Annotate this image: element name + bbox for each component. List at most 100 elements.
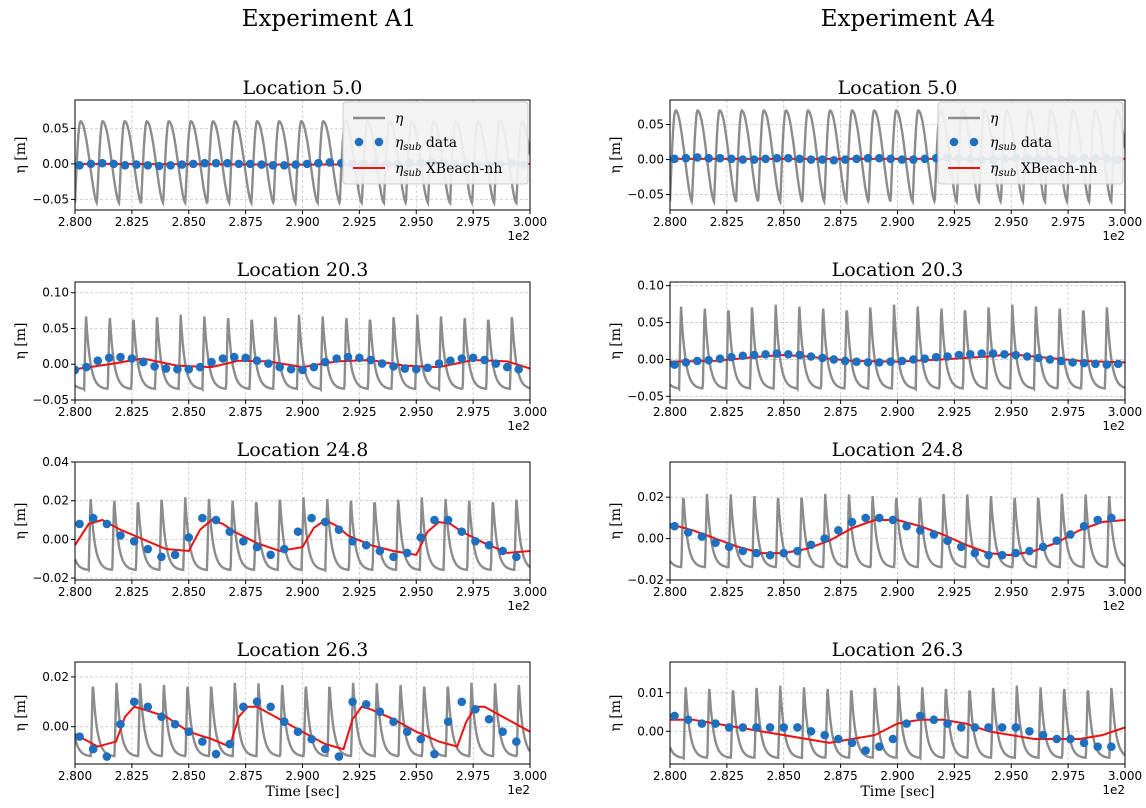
data-point — [970, 548, 980, 558]
data-point — [795, 154, 804, 164]
data-point — [498, 727, 508, 736]
data-point — [943, 352, 952, 361]
panel-title: Location 5.0 — [243, 77, 363, 99]
data-point — [143, 702, 153, 712]
data-point — [954, 350, 964, 360]
x-tick-label: 2.825 — [710, 405, 744, 419]
data-point — [138, 357, 148, 367]
panel-a4-4: Location 26.3 2.800 2.825 2.850 2.875 2.900 2.… — [608, 639, 1142, 800]
x-tick-label: 2.975 — [1051, 769, 1085, 783]
data-point — [909, 355, 918, 364]
data-point — [765, 723, 775, 732]
data-point — [377, 359, 387, 368]
data-point — [988, 349, 998, 358]
data-point — [127, 354, 137, 363]
data-point — [1000, 349, 1009, 359]
data-point — [434, 359, 444, 368]
x-tick-label: 2.975 — [456, 215, 490, 229]
data-point — [847, 517, 857, 527]
data-point — [320, 744, 330, 754]
data-point — [375, 546, 385, 556]
x-tick-label: 2.875 — [823, 585, 857, 599]
data-point — [915, 711, 925, 721]
data-point — [997, 723, 1007, 732]
data-point — [956, 723, 966, 732]
data-point — [173, 364, 182, 374]
x-tick-label: 3.000 — [513, 585, 547, 599]
data-point — [920, 154, 930, 164]
data-point — [75, 519, 84, 529]
data-point — [266, 702, 275, 712]
data-point — [457, 527, 467, 536]
data-point — [225, 527, 234, 536]
data-point — [875, 358, 884, 367]
series-model — [75, 705, 530, 751]
data-point — [446, 356, 455, 365]
data-point — [355, 353, 364, 363]
data-point — [970, 723, 980, 732]
y-tick-label: 0.00 — [42, 720, 69, 734]
y-tick-label: 0.02 — [42, 670, 69, 684]
data-point — [314, 158, 323, 168]
data-point — [724, 723, 734, 732]
data-point — [670, 711, 679, 721]
data-point — [252, 356, 262, 365]
plot-area — [75, 682, 530, 761]
data-point — [738, 723, 748, 732]
legend-data-dot — [354, 137, 364, 147]
data-point — [480, 355, 489, 365]
data-point — [443, 717, 453, 727]
data-point — [280, 717, 289, 727]
data-point — [423, 363, 432, 373]
data-point — [198, 737, 207, 746]
data-point — [302, 159, 312, 169]
x-tick-label: 2.925 — [342, 405, 376, 419]
data-point — [1079, 358, 1089, 368]
data-point — [104, 353, 114, 363]
data-point — [98, 158, 107, 168]
x-tick-label: 2.950 — [994, 215, 1028, 229]
y-tick-label: 0.02 — [637, 490, 664, 504]
data-point — [966, 349, 975, 359]
data-point — [320, 357, 330, 367]
data-point — [170, 719, 180, 729]
data-point — [309, 362, 319, 372]
x-tick-label: 2.825 — [115, 769, 149, 783]
data-point — [715, 153, 725, 163]
legend-data-label: ηsub data — [990, 135, 1052, 153]
data-point — [977, 349, 986, 358]
data-point — [102, 752, 112, 761]
data-point — [361, 540, 371, 550]
data-point — [929, 530, 939, 539]
x-multiplier: 1e2 — [1102, 229, 1125, 243]
data-point — [143, 544, 153, 554]
data-point — [806, 352, 816, 361]
data-point — [886, 357, 895, 366]
data-point — [1093, 515, 1102, 525]
data-point — [931, 352, 941, 362]
data-point — [681, 358, 691, 367]
x-tick-label: 2.875 — [823, 405, 857, 419]
data-point — [334, 752, 344, 761]
data-point — [724, 542, 734, 552]
plot-area — [670, 685, 1125, 761]
x-tick-label: 2.850 — [172, 405, 206, 419]
data-point — [245, 159, 255, 169]
data-point — [207, 357, 216, 367]
data-point — [984, 723, 993, 732]
y-tick-label: 0.00 — [42, 532, 69, 546]
y-tick-label: −0.02 — [32, 571, 69, 585]
y-tick-label: 0.05 — [42, 321, 69, 335]
data-point — [211, 158, 221, 168]
data-point — [88, 744, 98, 754]
data-point — [1011, 723, 1021, 732]
axes-frame — [669, 99, 1126, 211]
x-tick-label: 2.800 — [653, 405, 687, 419]
data-point — [86, 159, 96, 169]
data-point — [820, 534, 829, 543]
series-eta — [670, 685, 1125, 761]
x-tick-label: 2.975 — [456, 769, 490, 783]
data-point — [683, 528, 693, 537]
data-point — [693, 153, 702, 162]
